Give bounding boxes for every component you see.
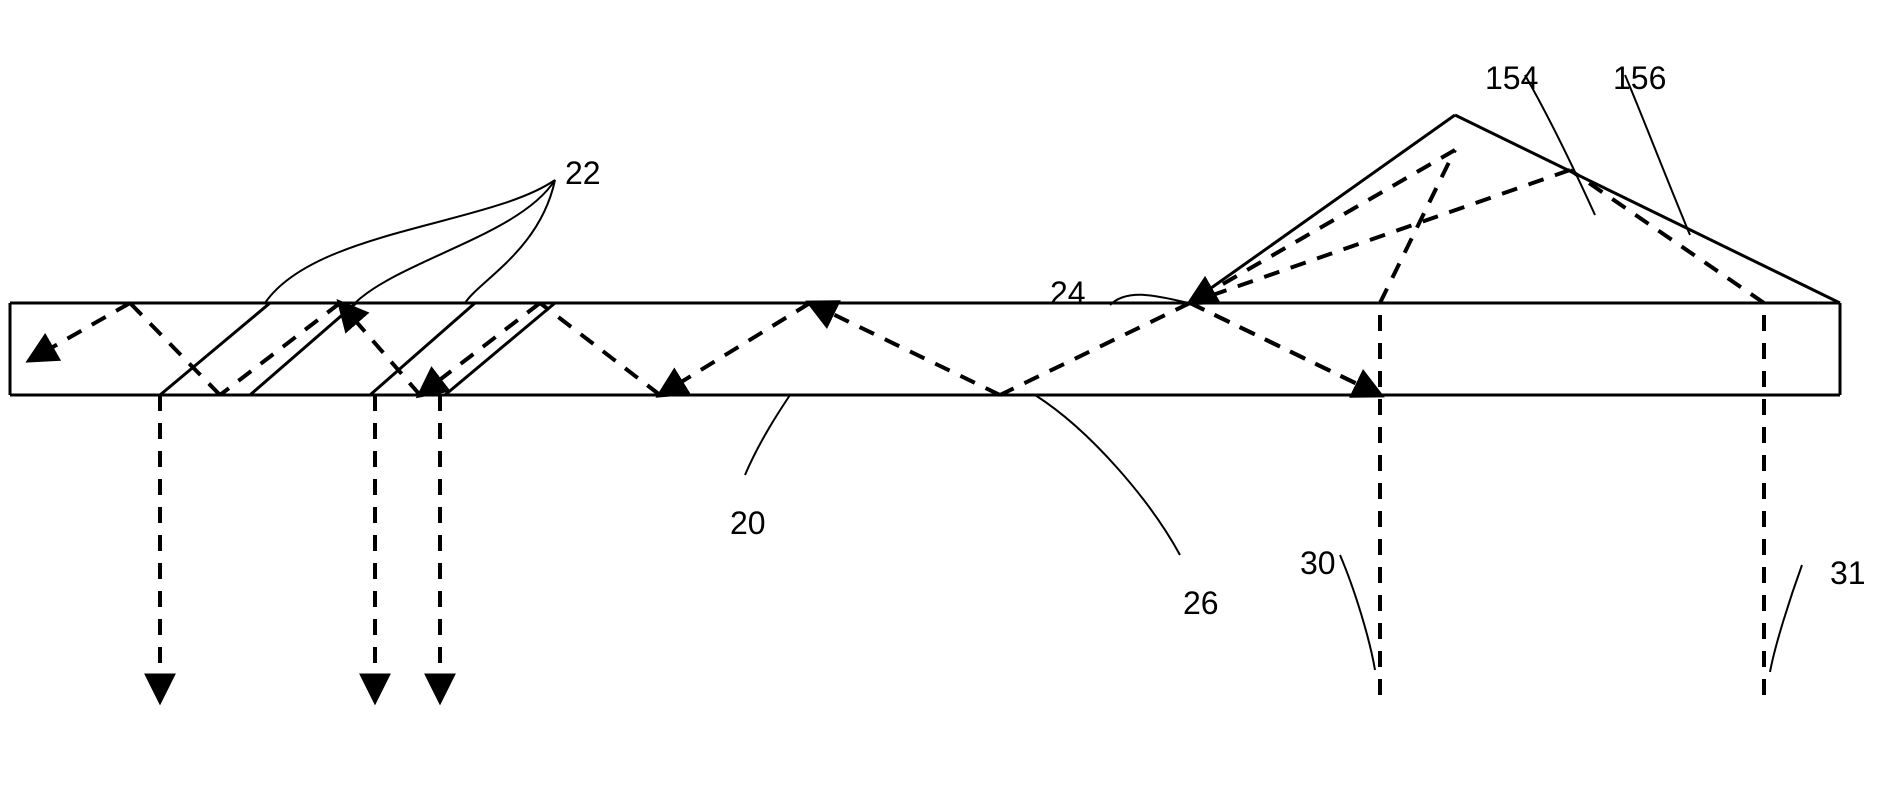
zigzag-6 [420, 303, 540, 395]
label-20: 20 [730, 505, 766, 542]
leader-9 [1625, 75, 1690, 235]
zigzag-10 [30, 303, 130, 360]
leader-0 [465, 180, 555, 303]
schematic-diagram [0, 0, 1898, 798]
leader-2 [265, 180, 555, 303]
label-156: 156 [1613, 60, 1666, 97]
leader-7 [1770, 565, 1802, 672]
zigzag-8 [220, 303, 340, 395]
leader-5 [1035, 395, 1180, 555]
zigzag-7 [340, 303, 420, 395]
zigzag-4 [660, 303, 810, 395]
prism-ray-2 [1570, 170, 1764, 303]
zigzag-1 [1190, 303, 1380, 395]
label-22: 22 [565, 155, 601, 192]
leader-3 [745, 395, 790, 475]
prism-left-face [1190, 115, 1455, 303]
zigzag-2 [1000, 303, 1190, 395]
grating-line-1 [250, 303, 356, 395]
label-154: 154 [1485, 60, 1538, 97]
prism-ray-1 [1190, 150, 1455, 303]
prism-right-face [1455, 115, 1840, 303]
zigzag-3 [810, 303, 1000, 395]
label-26: 26 [1183, 585, 1219, 622]
label-24: 24 [1050, 275, 1086, 312]
leader-6 [1340, 555, 1375, 670]
prism-ray-3 [1190, 170, 1570, 303]
zigzag-5 [540, 303, 660, 395]
label-31: 31 [1830, 555, 1866, 592]
label-30: 30 [1300, 545, 1336, 582]
